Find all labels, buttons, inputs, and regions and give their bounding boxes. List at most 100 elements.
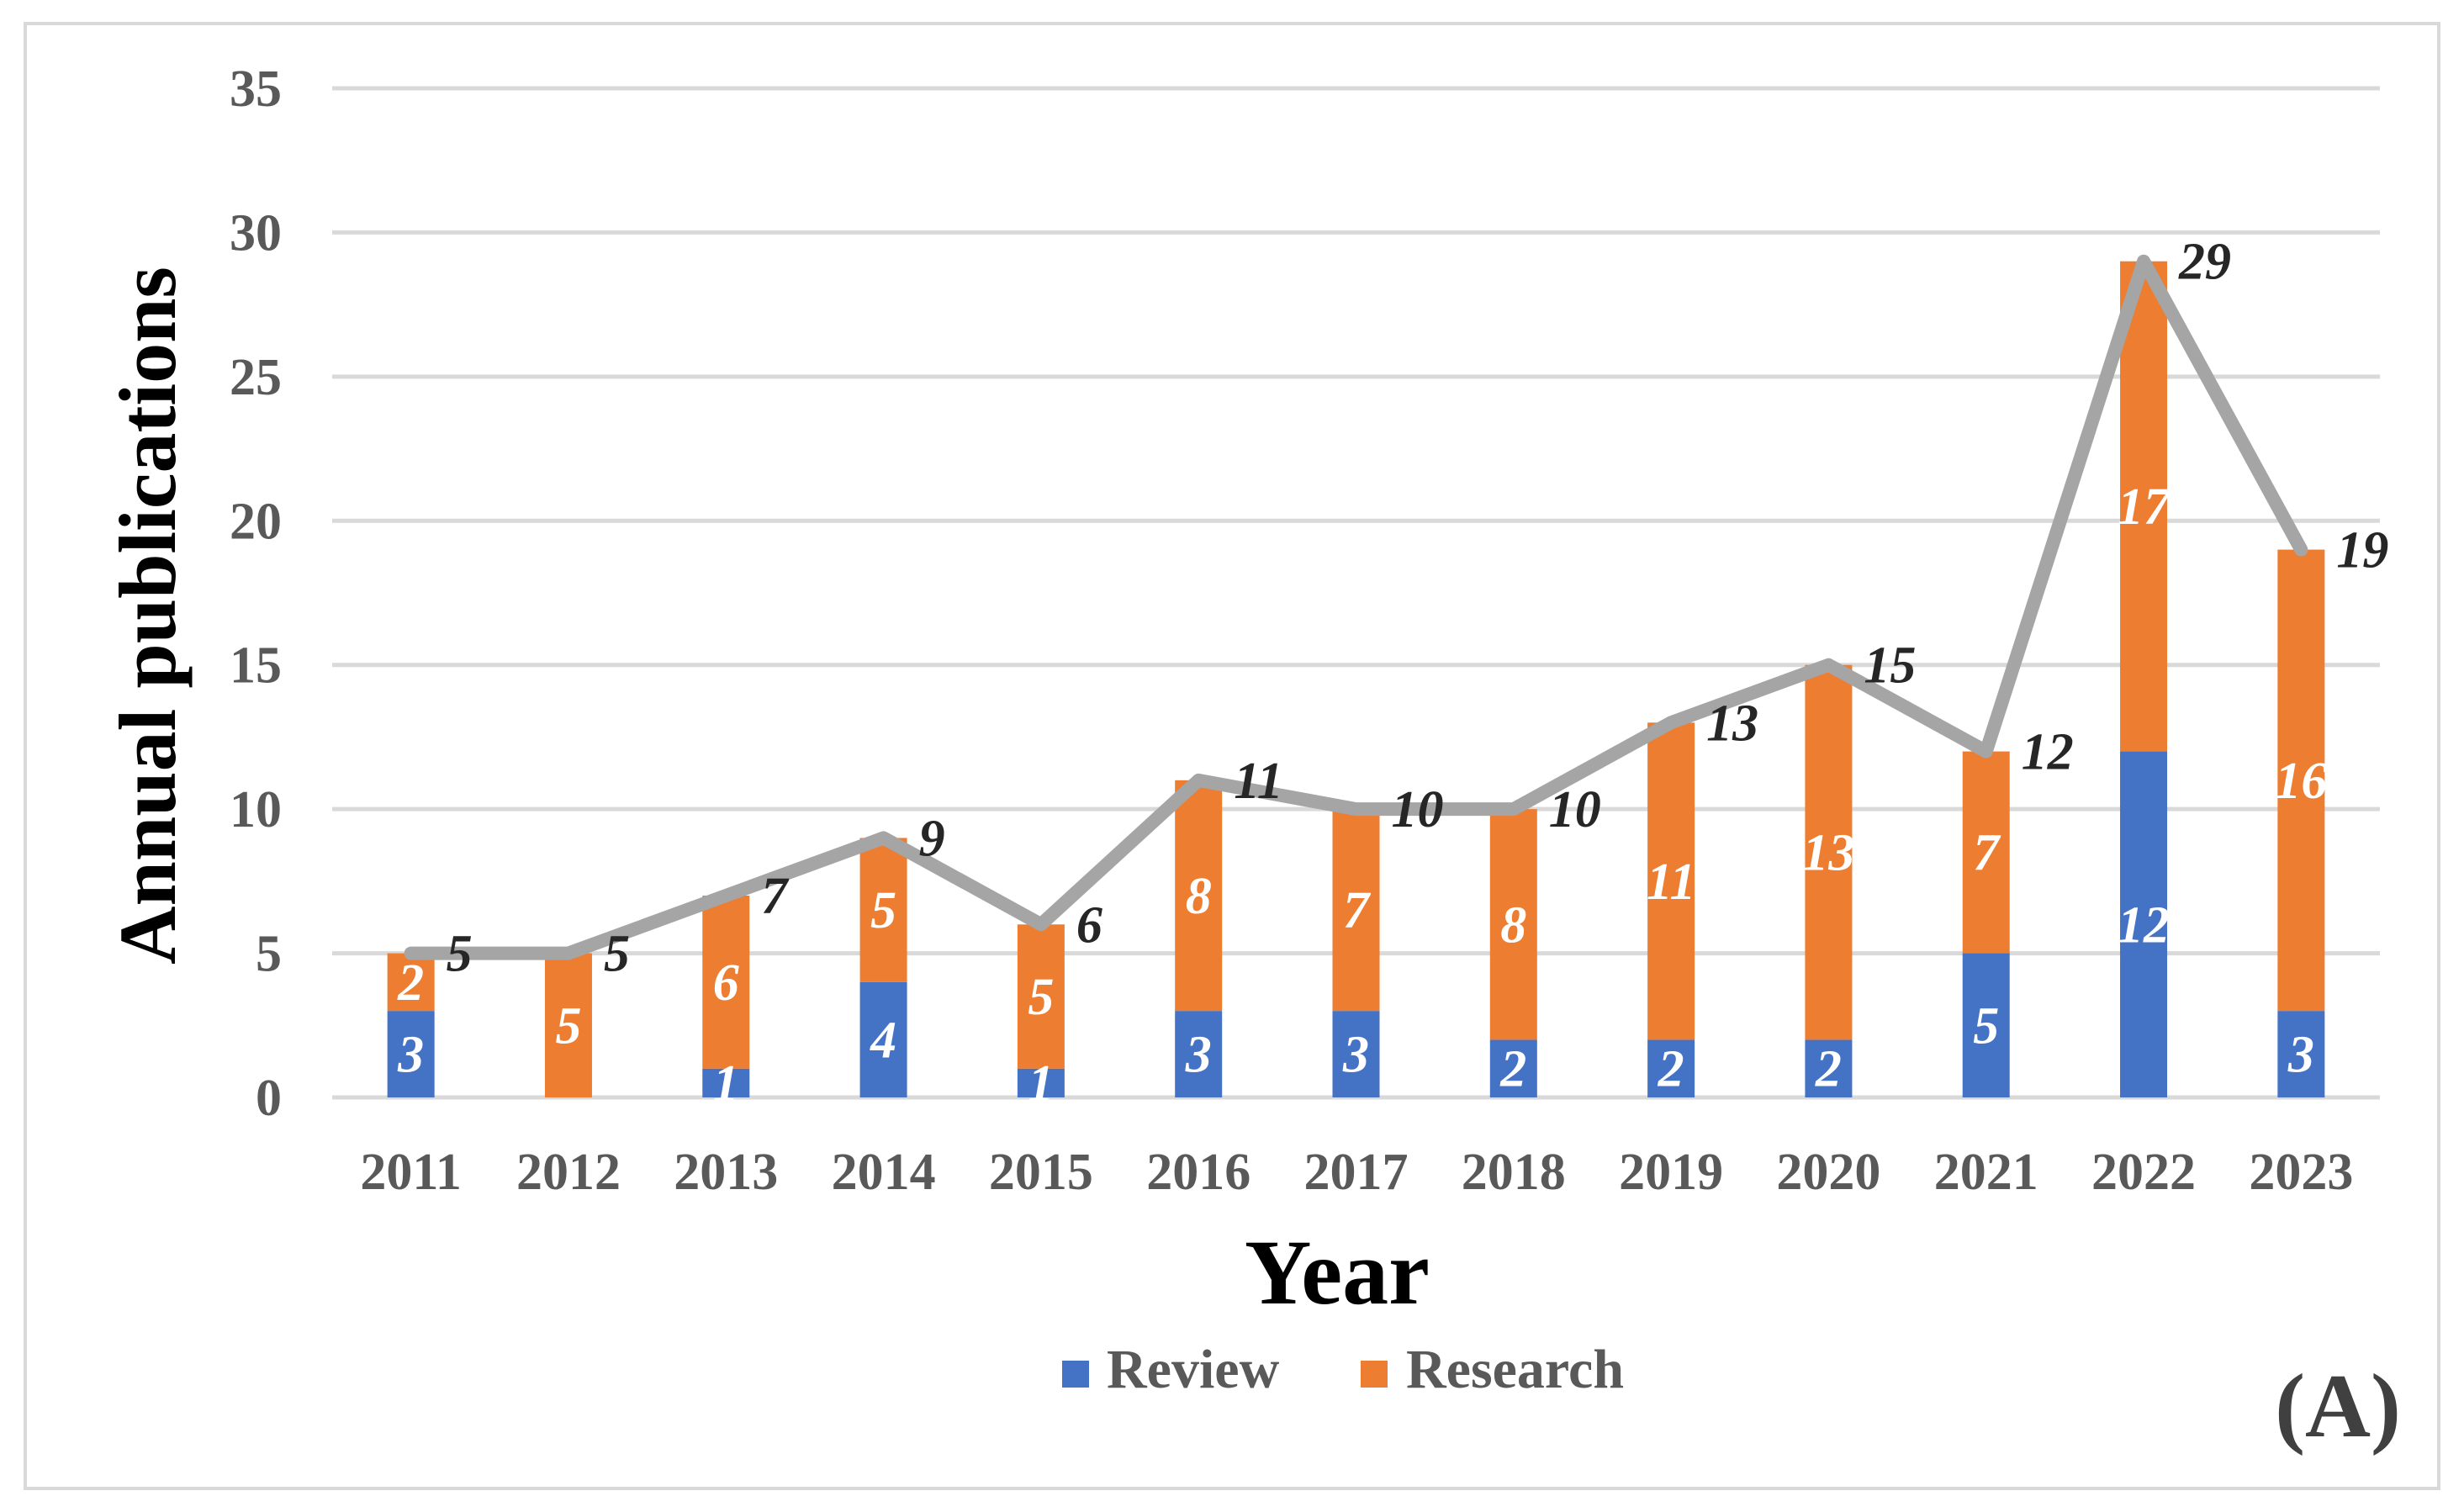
bar-research-2016 — [1175, 780, 1223, 1012]
y-axis-ticks: 0 5 10 15 20 25 30 35 — [230, 61, 282, 1127]
bar-research-2018 — [1489, 809, 1537, 1040]
segment-label-research: 6 — [713, 954, 739, 1012]
total-label-2015: 6 — [1076, 896, 1102, 954]
bar-review-2011 — [387, 1011, 435, 1097]
y-tick-label: 35 — [230, 61, 282, 118]
bar-review-2019 — [1647, 1039, 1695, 1097]
total-label-2014: 9 — [919, 810, 945, 867]
x-tick-label: 2011 — [360, 1144, 462, 1201]
segment-label-review: 2 — [1815, 1041, 1842, 1098]
y-tick-label: 5 — [256, 926, 282, 983]
segment-label-research: 11 — [1647, 854, 1696, 911]
segment-label-research: 5 — [1028, 969, 1054, 1026]
bar-research-2017 — [1332, 809, 1380, 1012]
x-tick-label: 2021 — [1934, 1144, 2038, 1201]
legend-label-review: Review — [1107, 1339, 1280, 1400]
x-tick-label: 2023 — [2249, 1144, 2353, 1201]
y-tick-label: 15 — [230, 637, 282, 695]
segment-label-research: 5 — [555, 997, 581, 1055]
x-tick-label: 2014 — [832, 1144, 936, 1201]
segment-label-review: 3 — [1342, 1027, 1369, 1084]
bar-research-2012 — [544, 953, 592, 1097]
x-tick-label: 2020 — [1776, 1144, 1880, 1201]
segment-label-research: 17 — [2118, 478, 2172, 536]
bar-review-2018 — [1489, 1039, 1537, 1097]
segment-label-research: 8 — [1500, 896, 1526, 954]
chart-frame — [24, 22, 2440, 1490]
total-label-2013: 7 — [761, 868, 790, 925]
bar-research-2020 — [1805, 664, 1853, 1040]
segment-label-review: 2 — [1658, 1041, 1684, 1098]
x-tick-label: 2015 — [989, 1144, 1093, 1201]
total-label-2017: 10 — [1392, 781, 1444, 838]
total-label-2022: 29 — [2178, 234, 2231, 291]
x-tick-label: 2017 — [1304, 1144, 1409, 1201]
x-tick-label: 2013 — [674, 1144, 778, 1201]
bar-review-2015 — [1017, 1068, 1065, 1097]
legend-swatch-review — [1062, 1361, 1089, 1388]
x-axis-title: Year — [1245, 1221, 1430, 1324]
segment-label-review: 3 — [397, 1027, 424, 1084]
y-axis-title: Annual publications — [103, 267, 193, 965]
segment-label-research: 7 — [1343, 882, 1372, 939]
segment-label-review: 4 — [870, 1012, 896, 1069]
segment-label-review: 12 — [2118, 896, 2170, 954]
total-line-path — [404, 254, 2308, 960]
bar-review-2023 — [2277, 1011, 2325, 1097]
segment-label-research: 2 — [397, 954, 424, 1012]
y-tick-label: 30 — [230, 204, 282, 262]
segment-label-review: 2 — [1499, 1041, 1526, 1098]
segment-label-review: 1 — [713, 1055, 739, 1113]
x-tick-label: 2012 — [516, 1144, 621, 1201]
y-tick-label: 0 — [256, 1070, 282, 1127]
bar-review-2017 — [1332, 1011, 1380, 1097]
bar-review-2021 — [1962, 953, 2010, 1097]
total-label-2019: 13 — [1706, 695, 1758, 752]
bar-research-2011 — [387, 953, 435, 1012]
x-axis-ticks: 2011 2012 2013 2014 2015 2016 2017 2018 2019 2020… — [360, 1144, 2353, 1201]
bar-research-2013 — [702, 896, 750, 1069]
segment-label-review: 3 — [1185, 1027, 1212, 1084]
x-tick-label: 2019 — [1619, 1144, 1723, 1201]
segment-label-review: 1 — [1028, 1055, 1054, 1113]
bar-research-2019 — [1647, 722, 1695, 1040]
total-label-2012: 5 — [604, 926, 630, 983]
bars — [387, 261, 2325, 1097]
x-tick-label: 2016 — [1146, 1144, 1251, 1201]
legend-swatch-research — [1361, 1361, 1388, 1388]
legend: Review Research — [1062, 1339, 1624, 1400]
bar-review-2022 — [2120, 751, 2168, 1097]
segment-label-review: 3 — [2287, 1027, 2314, 1084]
bar-review-2013 — [702, 1068, 750, 1097]
segment-label-review: 5 — [1973, 997, 1999, 1055]
total-label-2021: 12 — [2022, 724, 2074, 781]
y-tick-label: 25 — [230, 349, 282, 406]
total-line — [404, 254, 2308, 960]
bar-research-2015 — [1017, 924, 1065, 1069]
segment-label-research: 8 — [1186, 868, 1212, 925]
total-labels: 5 5 7 9 6 11 10 10 13 15 12 29 19 — [447, 234, 2389, 983]
legend-label-research: Research — [1406, 1339, 1624, 1400]
bar-research-2021 — [1962, 751, 2010, 954]
y-tick-label: 20 — [230, 493, 282, 550]
total-label-2018: 10 — [1549, 781, 1601, 838]
total-label-2020: 15 — [1864, 637, 1916, 695]
bar-review-2014 — [859, 981, 907, 1097]
bar-review-2020 — [1805, 1039, 1853, 1097]
bar-research-2022 — [2120, 261, 2168, 752]
total-label-2016: 11 — [1234, 753, 1283, 810]
bar-research-2014 — [859, 838, 907, 982]
segment-label-research: 16 — [2275, 753, 2327, 810]
bar-research-2023 — [2277, 549, 2325, 1012]
segment-label-research: 13 — [1802, 825, 1854, 882]
total-label-2011: 5 — [447, 926, 473, 983]
segment-label-research: 7 — [1973, 825, 2001, 882]
y-tick-label: 10 — [230, 781, 282, 838]
bar-review-2016 — [1175, 1011, 1223, 1097]
panel-label: (A) — [2275, 1356, 2401, 1456]
x-tick-label: 2018 — [1462, 1144, 1566, 1201]
total-label-2023: 19 — [2336, 522, 2388, 579]
segment-label-research: 5 — [870, 882, 896, 939]
